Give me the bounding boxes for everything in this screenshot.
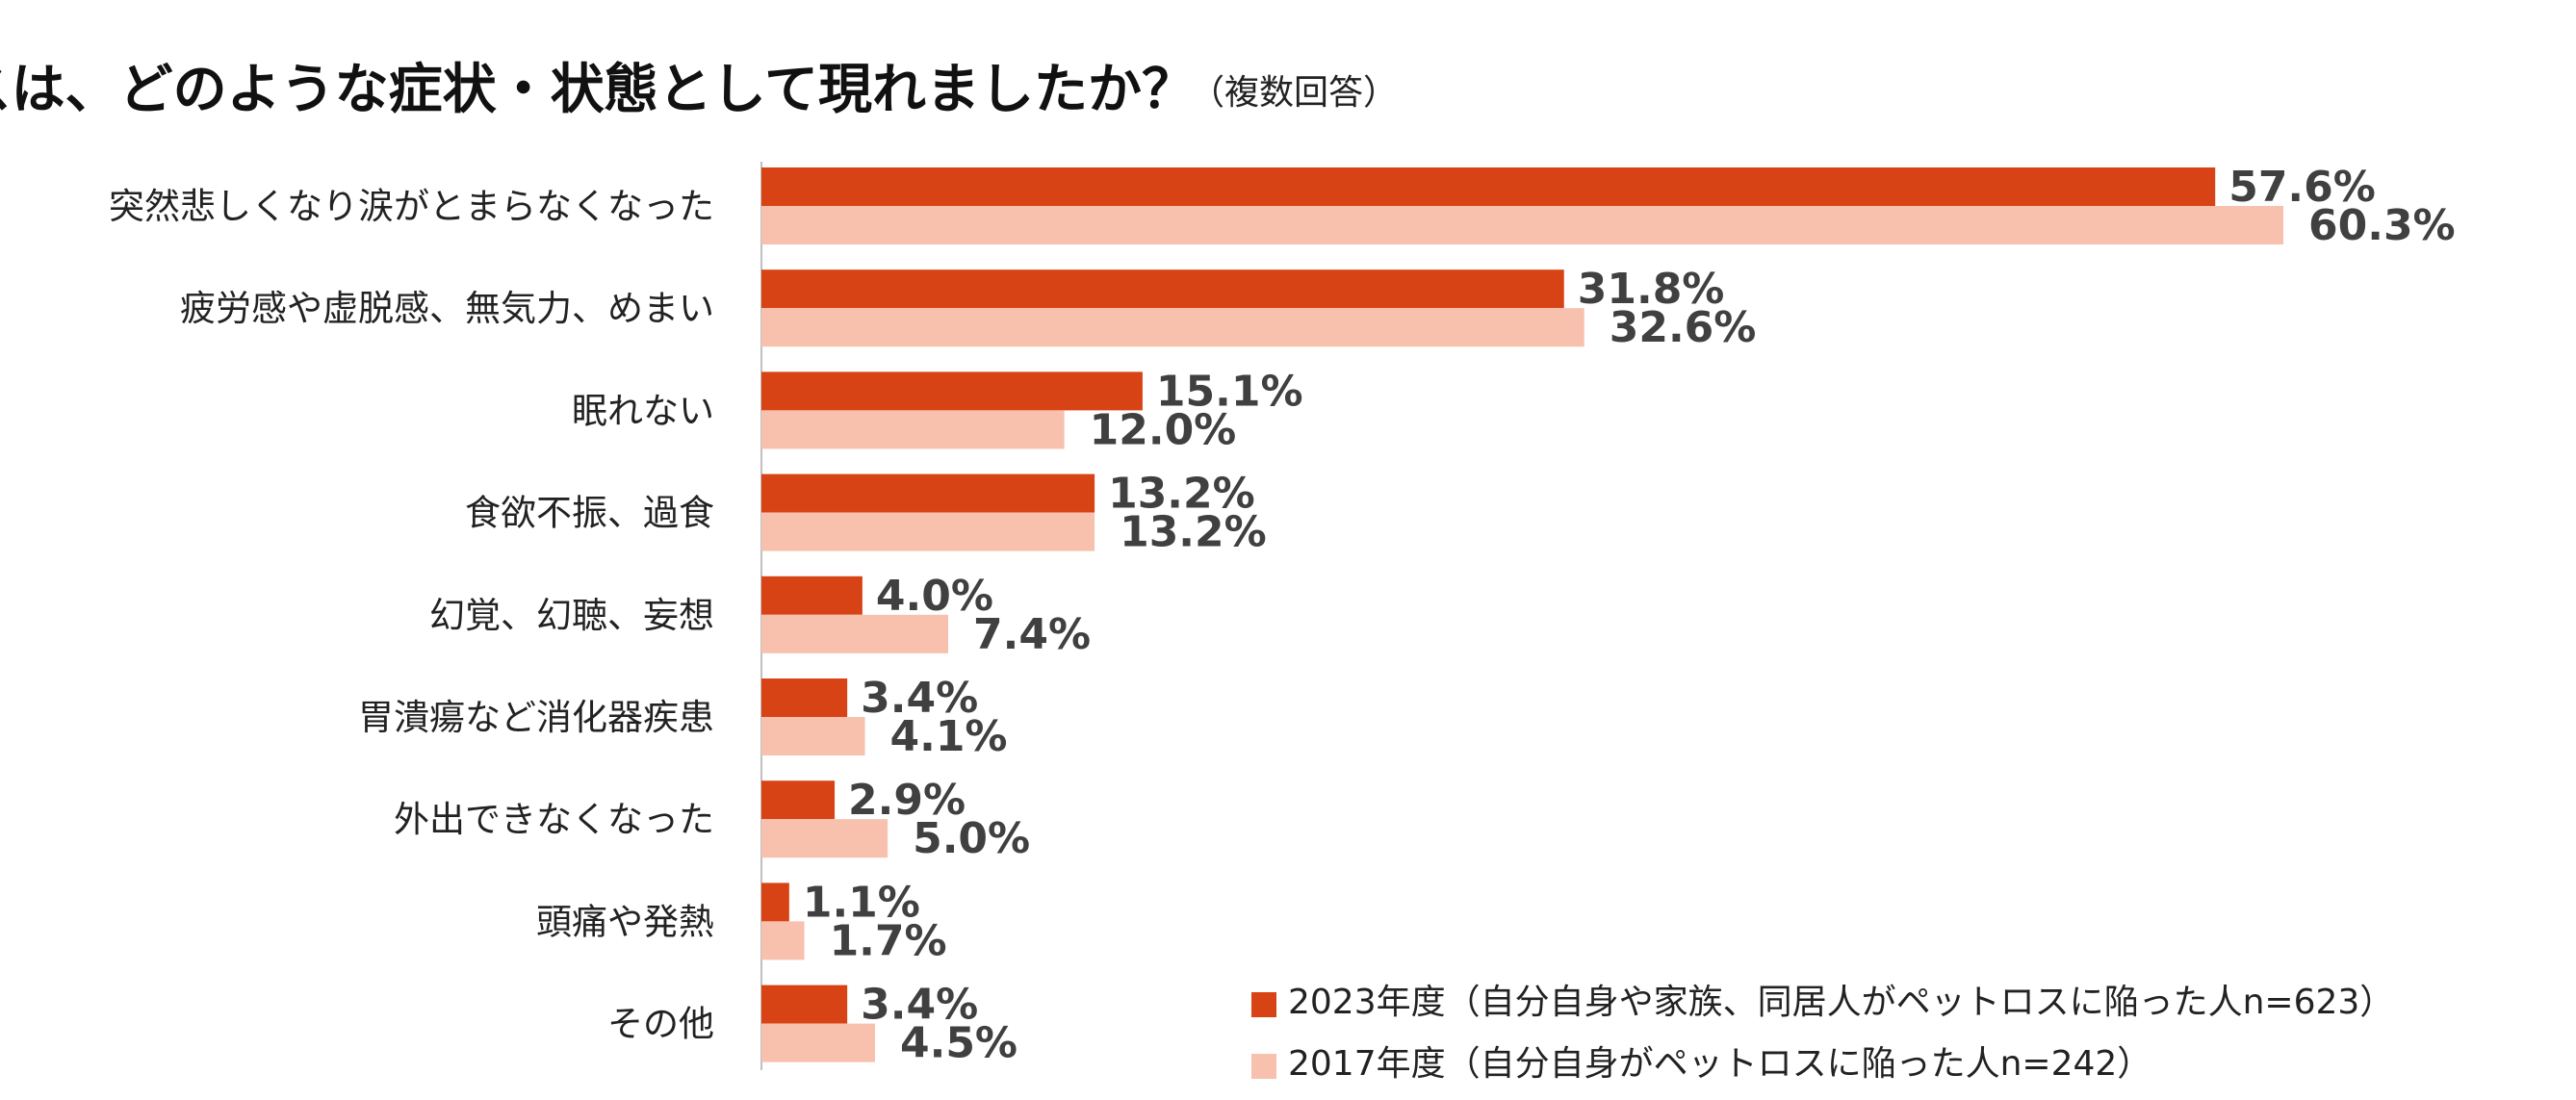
category-label: 胃潰瘍など消化器疾患 [358,697,714,738]
bar-2017 [761,1023,875,1062]
legend-swatch-2023 [1251,992,1276,1017]
category-label: その他 [607,1004,714,1045]
data-label: 3.4% [861,674,978,723]
category-label: 外出できなくなった [394,799,714,840]
data-label: 4.0% [876,572,993,621]
data-label: 1.1% [803,878,920,927]
bar-2017 [761,921,805,960]
chart-title: ペットロスは、どのような症状・状態として現れましたか？ [0,59,1196,121]
bar-2023 [761,985,848,1024]
legend-swatch-2017 [1251,1054,1276,1079]
legend-label-2023: 2023年度（自分自身や家族、同居人がペットロスに陥った人n=623） [1288,983,2394,1022]
bar-2023 [761,371,1143,411]
data-label: 32.6% [1610,303,1757,352]
data-label: 3.4% [861,981,978,1030]
data-label: 60.3% [2308,201,2456,250]
category-label: 頭痛や発熱 [536,901,714,942]
bar-2017 [761,410,1065,449]
data-label: 15.1% [1156,367,1303,416]
bar-2017 [761,717,865,755]
bar-2023 [761,167,2216,206]
bar-2023 [761,473,1095,513]
bar-2023 [761,883,789,922]
data-label: 13.2% [1120,508,1267,557]
category-label: 疲労感や虚脱感、無気力、めまい [180,288,714,329]
category-label: 食欲不振、過食 [465,493,714,534]
bar-2017 [761,512,1095,551]
bar-2017 [761,819,889,858]
data-label: 2.9% [848,776,966,825]
data-label: 57.6% [2228,163,2376,212]
data-label: 13.2% [1108,470,1255,519]
legend: 2023年度（自分自身や家族、同居人がペットロスに陥った人n=623） 2017… [1251,983,2394,1084]
chart-subtitle: （複数回答） [1190,73,1398,113]
data-label: 1.7% [830,916,947,965]
data-label: 4.1% [889,712,1007,761]
category-label: 突然悲しくなり涙がとまらなくなった [109,186,714,227]
data-label: 7.4% [973,610,1091,659]
legend-label-2017: 2017年度（自分自身がペットロスに陥った人n=242） [1288,1044,2151,1084]
bar-2023 [761,678,848,717]
bar-2023 [761,780,836,820]
bar-2017 [761,614,949,653]
category-label: 幻覚、幻聴、妄想 [429,595,714,636]
bar-2017 [761,206,2283,244]
bar-2017 [761,308,1584,347]
bar-2023 [761,576,863,615]
data-label: 5.0% [913,814,1030,863]
data-label: 12.0% [1090,405,1237,454]
data-label: 31.8% [1578,265,1725,314]
category-label: 眠れない [572,390,714,431]
data-label: 4.5% [900,1019,1018,1068]
bar-2023 [761,269,1564,309]
